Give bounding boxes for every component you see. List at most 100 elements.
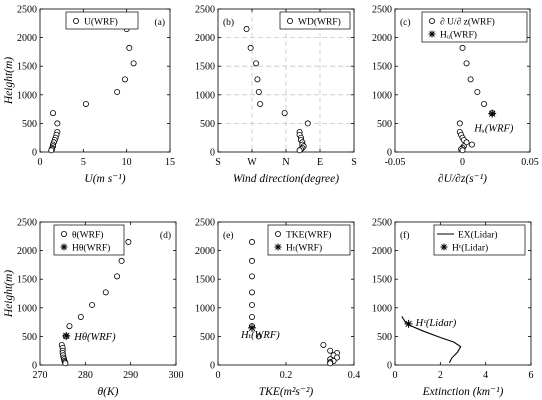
- data-point: [463, 139, 470, 146]
- y-tick-label: 500: [22, 119, 37, 130]
- x-tick-label: 2: [438, 370, 443, 381]
- panel-label: (d): [160, 230, 171, 241]
- x-tick-label: 0.2: [280, 370, 293, 381]
- y-tick-label: 0: [32, 148, 37, 159]
- x-tick-label: 0.05: [521, 157, 539, 168]
- legend: TKE(WRF) Hₜ(WRF): [267, 224, 351, 256]
- legend-label: Hᵤ(WRF): [440, 30, 477, 41]
- x-tick-label: 0: [460, 157, 465, 168]
- series-2: Hᶜ(Lidar): [404, 318, 457, 329]
- x-tick-label: E: [317, 157, 323, 168]
- legend-circle-symbol: [428, 17, 435, 24]
- star-marker: [488, 109, 497, 118]
- legend-label: U(WRF): [84, 17, 118, 28]
- x-tick-label: 0: [216, 370, 221, 381]
- y-tick-label: 0: [210, 361, 215, 372]
- data-point: [243, 26, 250, 33]
- data-point: [253, 60, 260, 67]
- y-tick-label: 2500: [195, 218, 215, 229]
- y-tick-label: 2500: [17, 5, 37, 16]
- y-tick-label: 500: [377, 332, 392, 343]
- legend-circle-symbol: [73, 17, 80, 24]
- data-point: [459, 44, 466, 51]
- legend: WD(WRF): [279, 11, 351, 30]
- data-point: [89, 301, 96, 308]
- y-tick-label: 1500: [17, 62, 37, 73]
- data-point: [248, 313, 255, 320]
- series-2: Hₜ(WRF): [240, 323, 280, 341]
- x-tick-label: 10: [122, 157, 132, 168]
- legend-label: TKE(WRF): [286, 230, 331, 241]
- chart-panel-1: 0 5 10 15 0 500 1000 1500 2000 2500 U(m s⁻¹) Height…: [3, 5, 175, 186]
- x-tick-label: 5: [81, 157, 86, 168]
- y-tick-label: 1500: [195, 275, 215, 286]
- star-marker: [62, 331, 71, 340]
- panel-label: (a): [154, 17, 165, 28]
- legend-box: [267, 224, 351, 256]
- y-tick-label: 0: [210, 148, 215, 159]
- data-point: [50, 110, 57, 117]
- legend-box: [53, 224, 125, 256]
- y-tick-label: 500: [200, 332, 215, 343]
- data-point: [248, 289, 255, 296]
- data-point: [248, 301, 255, 308]
- data-point: [48, 147, 55, 154]
- y-tick-label: 1000: [195, 90, 215, 101]
- y-tick-label: 2500: [195, 5, 215, 16]
- chart-panel-4: 270 280 290 300 0 500 1000 1500 2000 2500 θ(K) Heig…: [3, 218, 184, 399]
- y-tick-label: 2000: [17, 33, 37, 44]
- chart-panel-3: -0.05 0 0.0505001000150020002500∂U/∂z(s⁻¹)…: [372, 5, 539, 186]
- x-tick-label: W: [247, 157, 257, 168]
- data-point: [114, 88, 121, 95]
- legend-star-symbol: [60, 243, 68, 251]
- data-point: [125, 239, 132, 246]
- x-axis-label: θ(K): [98, 386, 119, 398]
- data-point: [467, 76, 474, 83]
- series-2: Hᵤ(WRF): [473, 109, 514, 135]
- x-axis-label: ∂U/∂z(s⁻¹): [438, 173, 487, 185]
- data-point: [304, 120, 311, 127]
- y-tick-label: 2500: [372, 218, 392, 229]
- legend-circle-symbol: [286, 17, 293, 24]
- x-tick-label: 0: [38, 157, 43, 168]
- data-point: [54, 120, 61, 127]
- series-1: [401, 316, 462, 363]
- data-line: [401, 316, 462, 363]
- legend-box: [433, 224, 526, 256]
- x-tick-label: 15: [165, 157, 175, 168]
- series-1: [456, 26, 496, 154]
- data-point: [327, 360, 334, 367]
- x-tick-label: 270: [33, 370, 48, 381]
- y-tick-label: 500: [377, 119, 392, 130]
- data-point: [255, 88, 262, 95]
- x-tick-label: S: [215, 157, 221, 168]
- x-tick-label: -0.05: [385, 157, 406, 168]
- legend: θ(WRF) Hθ(WRF): [53, 224, 125, 256]
- x-tick-label: N: [282, 157, 289, 168]
- data-point: [102, 289, 109, 296]
- data-point: [248, 239, 255, 246]
- x-axis-label: TKE(m²s⁻²): [259, 386, 314, 398]
- y-tick-label: 2500: [372, 5, 392, 16]
- y-axis-label: Height(m): [3, 57, 15, 105]
- data-point: [77, 313, 84, 320]
- data-point: [474, 88, 481, 95]
- y-tick-label: 2500: [17, 218, 37, 229]
- data-point: [247, 44, 254, 51]
- series-1: [48, 26, 137, 154]
- data-point: [66, 323, 73, 330]
- legend-star-symbol: [440, 243, 448, 251]
- data-point: [248, 273, 255, 280]
- legend-star-symbol: [274, 243, 282, 251]
- chart-panel-5: 0 0.2 0.4 0 500 1000 1500 2000 2500 TKE(m²s⁻²) (e)…: [195, 218, 360, 399]
- y-tick-label: 1500: [195, 62, 215, 73]
- x-tick-label: 0.4: [348, 370, 361, 381]
- x-tick-label: S: [351, 157, 357, 168]
- plot-area-frame: [39, 221, 177, 366]
- legend-label: WD(WRF): [298, 17, 341, 28]
- data-point: [456, 120, 463, 127]
- y-tick-label: 0: [387, 148, 392, 159]
- x-tick-label: 0: [393, 370, 398, 381]
- series-1: [58, 239, 132, 367]
